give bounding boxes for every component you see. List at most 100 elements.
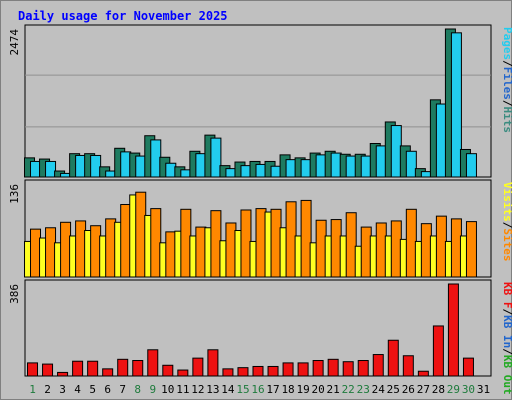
chart-title: Daily usage for November 2025 [18,9,228,23]
x-tick-day-18: 18 [281,383,294,396]
legend-entry: Pages [501,27,512,60]
bar-sites-day-26 [405,208,417,278]
bar-sites-day-29 [450,218,462,278]
bar-files-day-9 [150,139,162,178]
bar-kb-f-day-13 [207,349,219,377]
bar-files-day-2 [45,160,57,178]
bar-sites-day-7 [120,204,132,278]
bar-sites-day-15 [240,209,252,278]
bar-kb-f-day-20 [312,360,324,377]
bar-kb-f-day-11 [177,369,189,377]
bar-sites-day-25 [390,220,402,278]
bar-kb-f-day-18 [282,362,294,377]
x-tick-day-30: 30 [462,383,475,396]
bar-files-day-12 [195,153,207,178]
x-tick-day-15: 15 [236,383,249,396]
bar-files-day-10 [165,162,177,178]
panel-2: 136 Visits/Sites [8,179,512,278]
x-tick-day-21: 21 [327,383,340,396]
bar-kb-f-day-27 [417,370,429,377]
x-tick-day-20: 20 [312,383,325,396]
x-tick-day-12: 12 [191,383,204,396]
bar-files-day-5 [90,154,102,178]
legend-separator: / [501,222,512,229]
x-tick-day-4: 4 [74,383,81,396]
bar-files-day-20 [315,154,327,178]
bar-files-day-18 [285,159,297,178]
bar-sites-day-5 [90,225,102,278]
bar-sites-day-1 [30,228,42,278]
bar-kb-f-day-1 [27,362,39,377]
y-max-label: 386 [8,284,21,304]
bar-sites-day-3 [60,221,72,278]
x-tick-day-5: 5 [89,383,96,396]
bar-kb-f-day-24 [372,354,384,377]
bar-kb-f-day-19 [297,362,309,377]
x-tick-day-23: 23 [357,383,370,396]
bar-kb-f-day-26 [402,355,414,377]
legend-entry: KB Out [501,355,512,395]
bar-sites-day-21 [330,219,342,278]
x-tick-day-31: 31 [477,383,490,396]
x-tick-day-7: 7 [119,383,126,396]
bar-sites-day-17 [270,208,282,278]
bar-sites-day-4 [75,220,87,278]
legend-entry: Sites [501,228,512,261]
bar-sites-day-6 [105,218,117,278]
x-tick-day-22: 22 [342,383,355,396]
bar-sites-day-27 [420,223,432,278]
bar-files-day-8 [135,155,147,178]
bar-files-day-22 [345,155,357,178]
legend-entry: Hits [501,107,512,134]
x-tick-day-13: 13 [206,383,219,396]
y-max-label: 136 [8,184,21,204]
x-tick-day-10: 10 [161,383,174,396]
legend-separator: / [501,60,512,67]
legend: Pages/Files/Hits [501,27,512,133]
x-tick-day-29: 29 [447,383,460,396]
bar-sites-day-12 [195,226,207,278]
x-tick-day-3: 3 [59,383,66,396]
bar-sites-day-22 [345,212,357,278]
bar-files-day-11 [180,169,192,178]
legend-separator: / [501,309,512,316]
x-tick-day-6: 6 [104,383,111,396]
bar-files-day-26 [405,150,417,178]
bar-files-day-23 [360,155,372,178]
x-tick-day-28: 28 [432,383,445,396]
bar-kb-f-day-14 [222,368,234,377]
bar-kb-f-day-9 [147,349,159,377]
legend: KB F/KB In/KB Out [501,282,512,395]
bar-sites-day-10 [165,231,177,278]
x-tick-day-9: 9 [149,383,156,396]
x-tick-day-8: 8 [134,383,141,396]
bar-files-day-1 [30,160,42,178]
bar-kb-f-day-21 [327,358,339,377]
bar-kb-f-day-30 [462,357,474,377]
x-tick-day-27: 27 [417,383,430,396]
bar-files-day-15 [240,165,252,178]
bar-files-day-24 [375,145,387,178]
bar-sites-day-13 [210,210,222,278]
bar-sites-day-23 [360,226,372,278]
bar-files-day-30 [465,153,477,178]
bar-sites-day-11 [180,208,192,278]
x-tick-day-16: 16 [251,383,264,396]
bar-sites-day-14 [225,222,237,278]
x-tick-day-14: 14 [221,383,235,396]
bar-kb-f-day-12 [192,357,204,377]
bar-kb-f-day-22 [342,361,354,377]
bar-sites-day-2 [45,227,57,278]
legend-separator: / [501,348,512,355]
bar-kb-f-day-7 [117,358,129,377]
legend-entry: KB In [501,315,512,348]
x-tick-day-17: 17 [266,383,279,396]
x-tick-day-26: 26 [402,383,415,396]
bar-kb-f-day-6 [102,368,114,377]
bar-kb-f-day-29 [447,283,459,377]
bar-files-day-7 [120,151,132,178]
bar-files-day-13 [210,137,222,178]
bar-files-day-17 [270,165,282,178]
bar-files-day-14 [225,168,237,178]
